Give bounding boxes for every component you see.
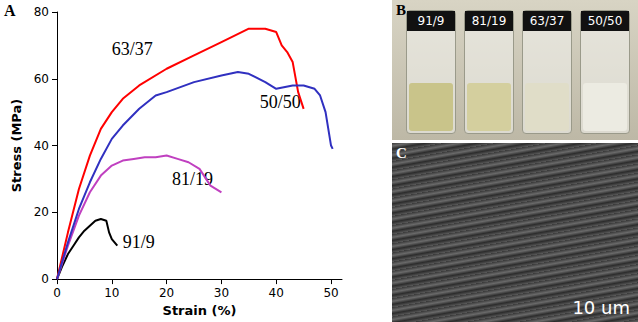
html-text:B: B (396, 2, 406, 18)
svg-text:50: 50 (323, 286, 338, 300)
svg-text:0: 0 (53, 286, 61, 300)
html-text:91/9: 91/9 (417, 14, 445, 28)
svg-text:50/50: 50/50 (260, 92, 301, 112)
html-text:63/37: 63/37 (529, 14, 565, 28)
svg-text:A: A (4, 2, 16, 19)
svg-text:10: 10 (104, 286, 119, 300)
svg-text:81/19: 81/19 (172, 168, 214, 189)
svg-text:91/9: 91/9 (123, 232, 155, 252)
svg-text:Strain (%): Strain (%) (163, 303, 237, 318)
svg-text:60: 60 (34, 72, 49, 86)
svg-text:40: 40 (269, 286, 284, 300)
html-text:81/19: 81/19 (471, 14, 507, 28)
html-text:50/50: 50/50 (587, 14, 623, 28)
svg-text:0: 0 (41, 272, 49, 286)
svg-text:20: 20 (159, 286, 174, 300)
svg-text:30: 30 (214, 286, 229, 300)
svg-text:40: 40 (34, 139, 49, 153)
html-text:C: C (396, 145, 407, 161)
svg-text:63/37: 63/37 (112, 39, 153, 59)
svg-text:20: 20 (34, 205, 49, 219)
html-text:10 um: 10 um (572, 297, 630, 318)
svg-text:80: 80 (34, 5, 49, 19)
svg-text:Stress (MPa): Stress (MPa) (9, 99, 24, 193)
